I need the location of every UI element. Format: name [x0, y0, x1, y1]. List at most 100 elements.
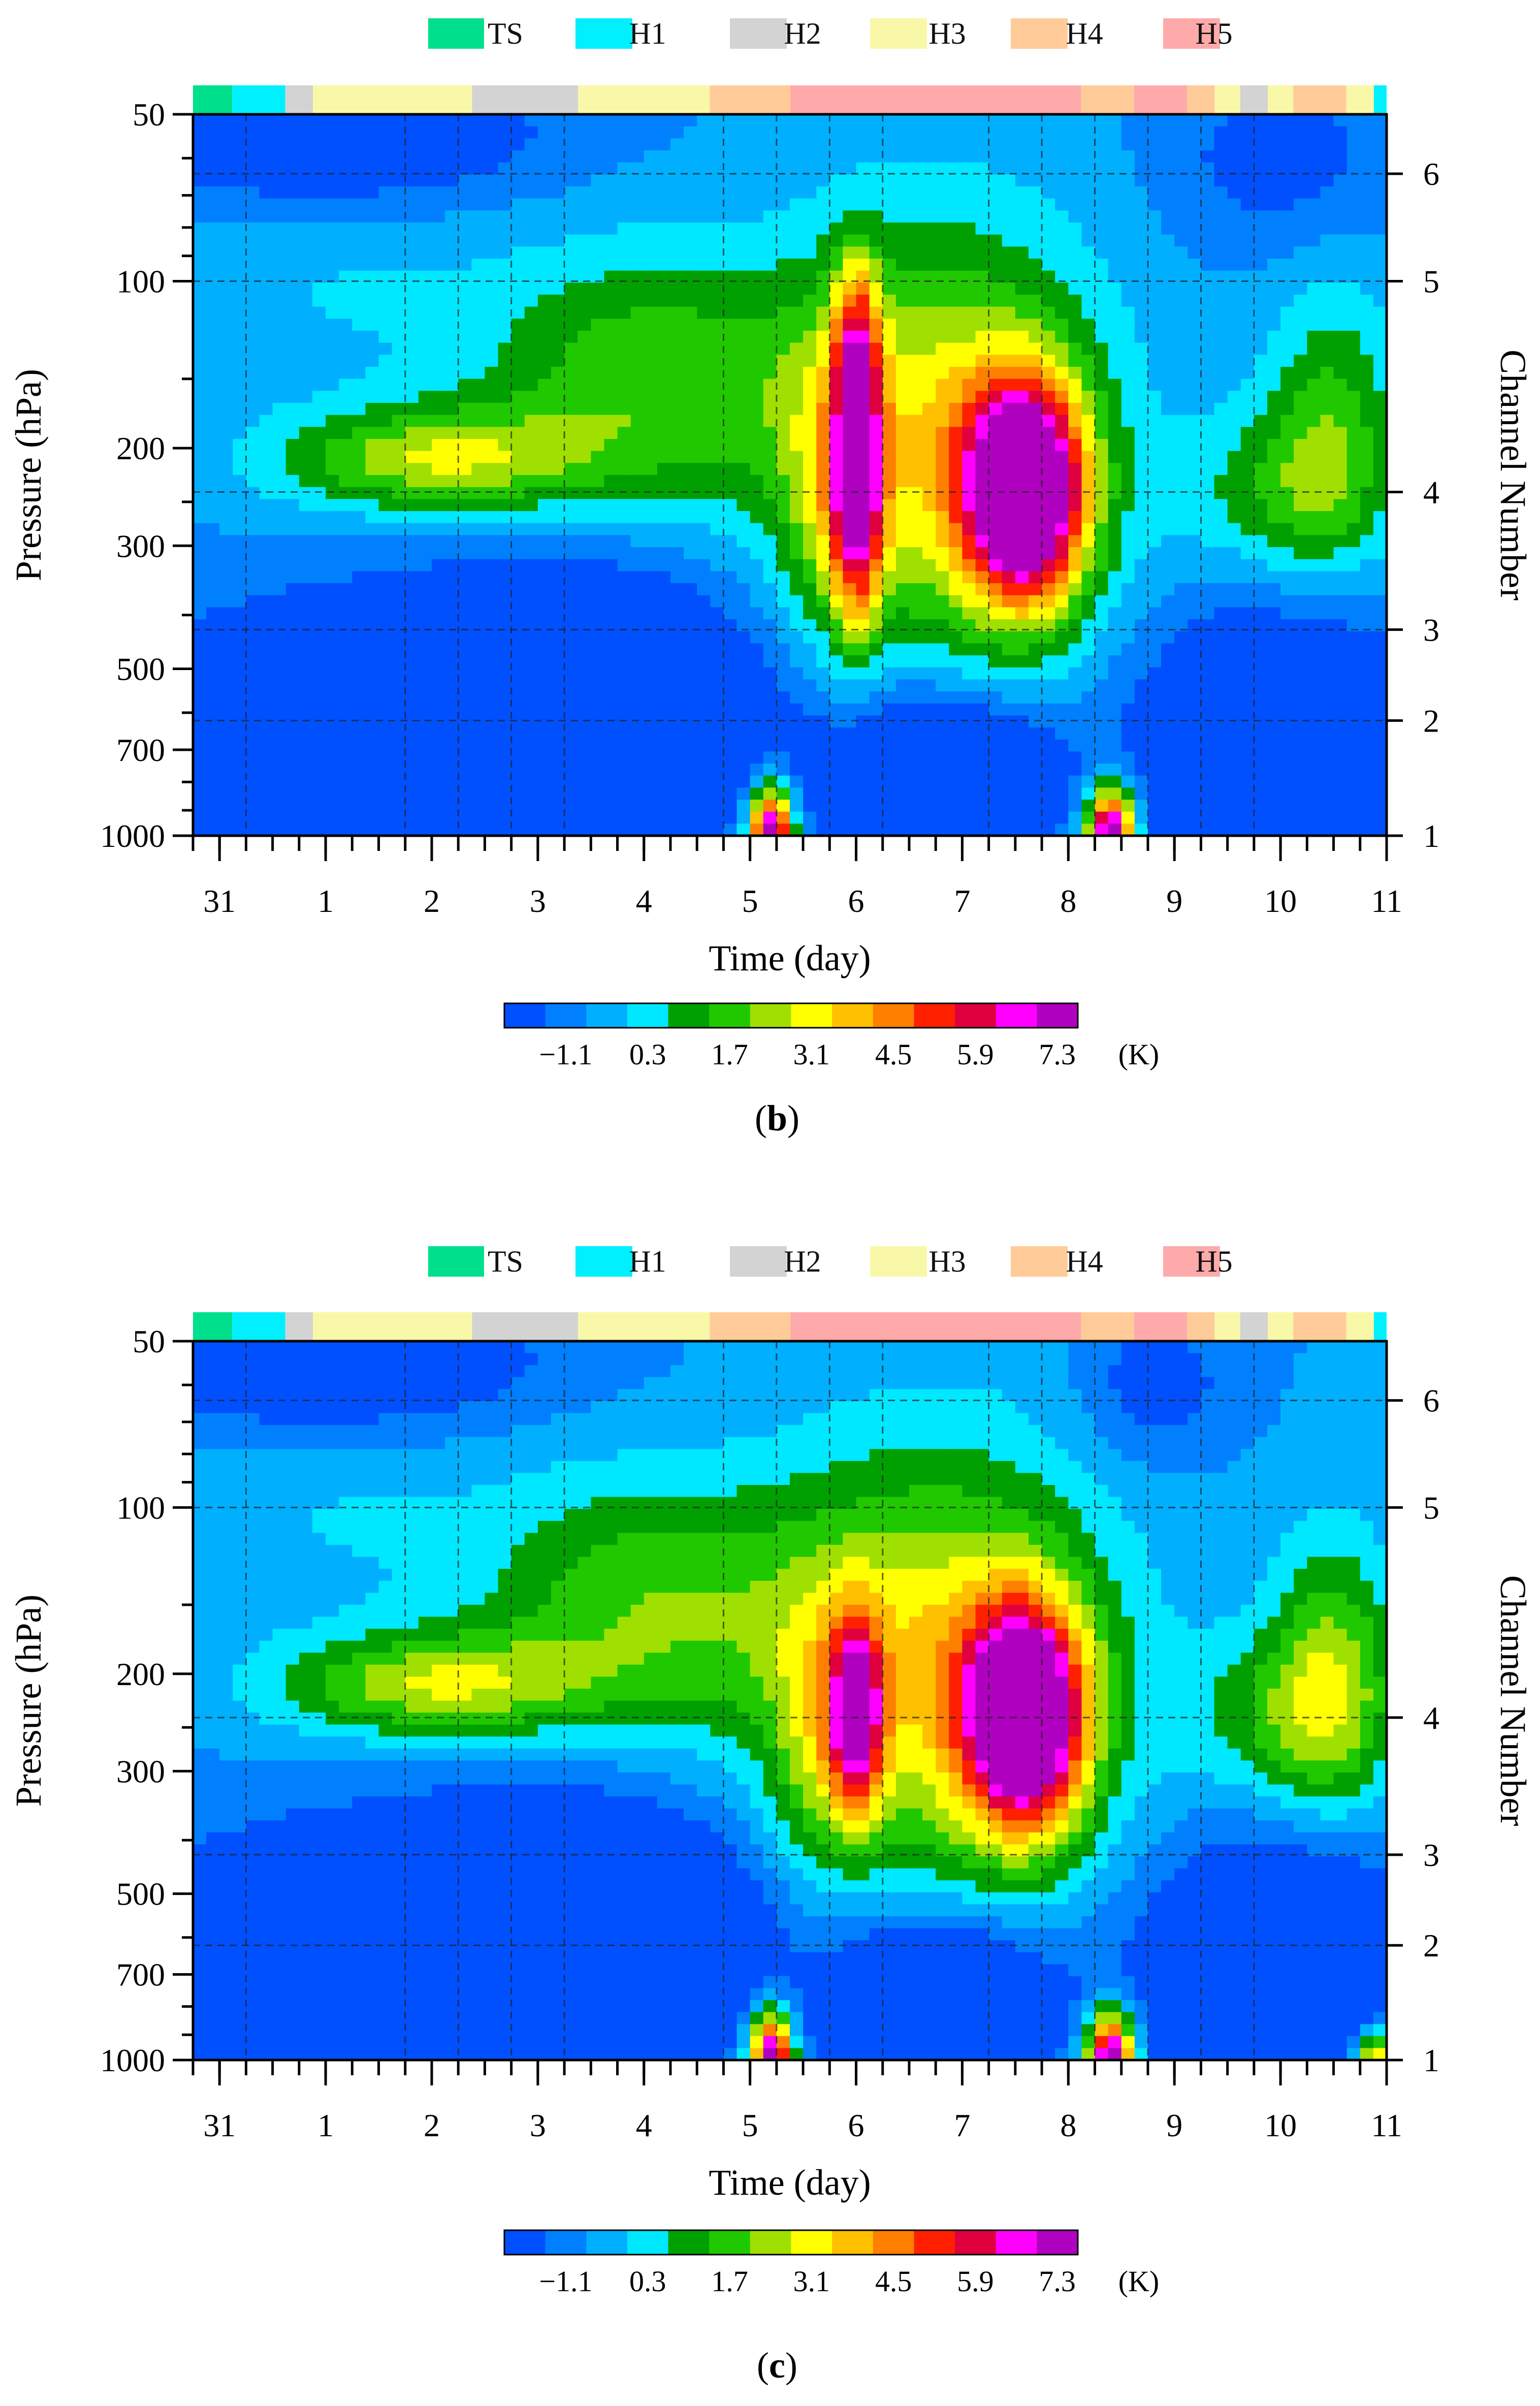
heatmap-cell — [710, 463, 724, 476]
heatmap-cell — [1029, 475, 1042, 488]
heatmap-cell — [1161, 367, 1175, 379]
heatmap-cell — [1121, 295, 1135, 307]
heatmap-cell — [949, 342, 963, 355]
heatmap-cell — [710, 234, 724, 247]
heatmap-cell — [378, 234, 393, 247]
heatmap-cell — [418, 451, 432, 463]
heatmap-cell — [1267, 391, 1281, 403]
heatmap-cell — [339, 282, 352, 295]
heatmap-cell — [365, 174, 379, 187]
heatmap-cell — [1095, 559, 1109, 572]
heatmap-cell — [352, 319, 366, 331]
heatmap-cell — [1254, 342, 1268, 355]
heatmap-cell — [392, 764, 406, 776]
heatmap-cell — [445, 427, 459, 439]
heatmap-cell — [829, 547, 844, 560]
heatmap-cell — [445, 727, 459, 740]
heatmap-cell — [272, 583, 286, 596]
heatmap-cell — [657, 739, 671, 752]
heatmap-cell — [1068, 355, 1082, 367]
heatmap-cell — [511, 451, 525, 463]
heatmap-cell — [551, 559, 565, 572]
heatmap-cell — [670, 571, 684, 584]
heatmap-cell — [392, 523, 406, 535]
heatmap-cell — [511, 234, 525, 247]
heatmap-cell — [206, 775, 220, 788]
heatmap-cell — [591, 342, 605, 355]
heatmap-cell — [591, 739, 605, 752]
heatmap-cell — [233, 162, 247, 175]
heatmap-cell — [710, 342, 724, 355]
heatmap-cell — [803, 439, 817, 452]
heatmap-cell — [1214, 246, 1228, 259]
heatmap-cell — [551, 727, 565, 740]
heatmap-cell — [193, 210, 207, 223]
heatmap-cell — [1254, 764, 1268, 776]
heatmap-cell — [418, 715, 432, 728]
heatmap-cell — [339, 475, 352, 488]
heatmap-cell — [326, 295, 339, 307]
heatmap-cell — [604, 174, 618, 187]
heatmap-cell — [432, 547, 445, 560]
heatmap-cell — [803, 607, 817, 620]
heatmap-cell — [206, 451, 220, 463]
heatmap-cell — [843, 631, 857, 644]
heatmap-cell — [803, 259, 817, 271]
heatmap-cell — [445, 259, 459, 271]
heatmap-cell — [895, 643, 910, 656]
heatmap-cell — [206, 427, 220, 439]
heatmap-cell — [936, 367, 949, 379]
heatmap-cell — [604, 259, 618, 271]
heatmap-cell — [816, 306, 830, 319]
heatmap-cell — [697, 451, 711, 463]
heatmap-cell — [1068, 415, 1082, 427]
heatmap-cell — [1148, 223, 1162, 235]
heatmap-cell — [524, 174, 538, 187]
heatmap-cell — [1015, 234, 1029, 247]
heatmap-cell — [617, 691, 631, 704]
heatmap-cell — [339, 150, 352, 163]
heatmap-cell — [312, 306, 326, 319]
heatmap-cell — [684, 306, 697, 319]
heatmap-cell — [962, 643, 976, 656]
heatmap-cell — [604, 655, 618, 668]
heatmap-cell — [578, 775, 591, 788]
heatmap-cell — [392, 535, 406, 548]
heatmap-cell — [684, 427, 697, 439]
heatmap-cell — [1095, 547, 1109, 560]
heatmap-cell — [922, 511, 936, 524]
heatmap-cell — [922, 535, 936, 548]
heatmap-cell — [670, 535, 684, 548]
heatmap-cell — [259, 715, 273, 728]
heatmap-cell — [299, 631, 313, 644]
heatmap-cell — [405, 787, 419, 800]
heatmap-cell — [1188, 475, 1202, 488]
heatmap-cell — [644, 150, 658, 163]
heatmap-cell — [259, 764, 273, 776]
heatmap-cell — [445, 667, 459, 680]
heatmap-cell — [365, 355, 379, 367]
heatmap-cell — [326, 319, 339, 331]
heatmap-cell — [1055, 223, 1069, 235]
heatmap-cell — [1174, 367, 1188, 379]
heatmap-cell — [591, 811, 605, 824]
heatmap-cell — [471, 595, 486, 608]
heatmap-cell — [750, 306, 764, 319]
heatmap-cell — [1188, 295, 1202, 307]
heatmap-cell — [445, 800, 459, 812]
heatmap-cell — [392, 751, 406, 764]
heatmap-cell — [1148, 186, 1162, 199]
heatmap-cell — [975, 427, 989, 439]
heatmap-cell — [803, 174, 817, 187]
heatmap-cell — [578, 691, 591, 704]
heatmap-cell — [193, 703, 207, 716]
heatmap-cell — [1148, 463, 1162, 476]
heatmap-cell — [617, 342, 631, 355]
heatmap-cell — [936, 679, 949, 692]
heatmap-cell — [736, 306, 751, 319]
heatmap-cell — [471, 787, 486, 800]
heatmap-cell — [763, 126, 777, 139]
heatmap-cell — [763, 306, 777, 319]
heatmap-cell — [790, 511, 804, 524]
heatmap-cell — [856, 691, 870, 704]
